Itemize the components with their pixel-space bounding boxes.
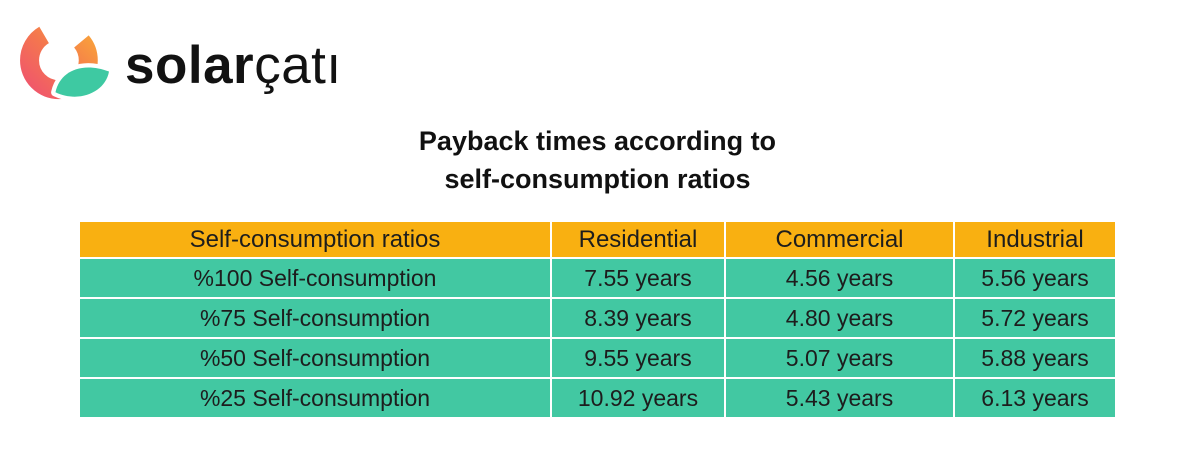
brand-name-solar: solar [125,36,255,95]
table-cell: 7.55 years [552,259,724,297]
row-label: %75 Self-consumption [80,299,550,337]
table-cell: 9.55 years [552,339,724,377]
title-line-1: Payback times according to [418,126,777,156]
table-cell: 4.56 years [726,259,953,297]
row-label: %25 Self-consumption [80,379,550,417]
table-cell: 5.88 years [955,339,1115,377]
column-header-commercial: Commercial [726,222,953,257]
table-cell: 5.72 years [955,299,1115,337]
table-cell: 10.92 years [552,379,724,417]
brand: solarçatı [14,18,342,113]
chart-title: Payback times according to self-consumpt… [80,122,1115,198]
payback-table: Self-consumption ratios Residential Comm… [80,222,1115,417]
table-cell: 4.80 years [726,299,953,337]
row-label: %50 Self-consumption [80,339,550,377]
table-cell: 5.43 years [726,379,953,417]
brand-name: solarçatı [125,18,342,113]
table-cell: 5.56 years [955,259,1115,297]
column-header-residential: Residential [552,222,724,257]
title-line-2: self-consumption ratios [444,164,751,194]
column-header-ratios: Self-consumption ratios [80,222,550,257]
brand-name-cati: çatı [254,36,342,95]
column-header-industrial: Industrial [955,222,1115,257]
solarcati-logo-icon [20,21,109,101]
table-cell: 6.13 years [955,379,1115,417]
row-label: %100 Self-consumption [80,259,550,297]
table-cell: 5.07 years [726,339,953,377]
table-cell: 8.39 years [552,299,724,337]
